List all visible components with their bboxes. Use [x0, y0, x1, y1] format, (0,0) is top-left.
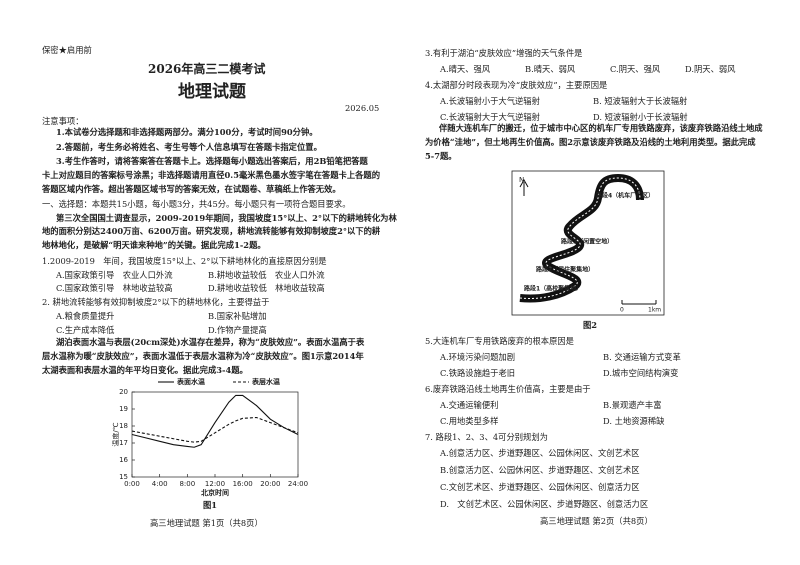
text: C.国家政策引导 林地收益较高 — [56, 283, 173, 293]
map-label: 路段2（居住聚集地） — [536, 266, 594, 274]
text: 卡上对应题目的答案标号涂黑；非选择题请用直径0.5毫米黑色墨水签字笔在答题卡上各… — [42, 170, 381, 180]
text: A.国家政策引导 农业人口外流 — [56, 270, 173, 280]
text: 伴随大连机车厂的搬迁，位于城市中心区的机车厂专用铁路废弃，该废弃铁路沿线土地成 — [439, 123, 763, 133]
text: 2. 耕地流转能够有效抑制坡度2°以下的耕地林化，主要得益于 — [42, 297, 270, 307]
text: C.用地类型多样 — [440, 416, 499, 426]
north-label: N — [519, 176, 524, 184]
text: D.城市空间结构演变 — [603, 368, 679, 378]
text: 地理试题 — [178, 82, 246, 102]
text: A.创意活力区、步道野趣区、公园休闲区、文创艺术区 — [440, 448, 640, 458]
y-tick-label: 15 — [119, 473, 128, 481]
y-tick-label: 17 — [119, 439, 128, 447]
text: 图1 — [203, 500, 218, 510]
text: 高三地理试题 第2页（共8页） — [540, 516, 653, 526]
text: 图2 — [583, 320, 598, 330]
text: 答题区域内作答。超出答题区域书写的答案无效，在试题卷、草稿纸上作答无效。 — [42, 184, 341, 194]
text: B.景观遗产丰富 — [603, 400, 662, 410]
text: 7. 路段1、2、3、4可分别规划为 — [425, 432, 548, 442]
text: D.作物产量提高 — [208, 325, 267, 335]
text: 地的面积分别达2400万亩、6200万亩。研究发现，耕地流转能够有效抑制坡度2°… — [42, 226, 381, 236]
text: 太湖表面和表层水温的年平均日变化。据此完成3-4题。 — [42, 365, 248, 375]
text: 一、选择题：本题共15小题，每小题3分，共45分。每小题只有一项符合题目要求。 — [42, 199, 351, 209]
text: 地林地化，是破解“明天谁来种地”的关键。据此完成1-2题。 — [42, 240, 266, 250]
text: B.国家补贴增加 — [208, 311, 267, 321]
text: 湖泊表面水温与表层(20cm深处)水温存在差异，称为“皮肤效应”。表面水温高于表 — [56, 337, 365, 347]
text: 1.2009-2019 年间，我国坡度15°以上、2°以下耕地林化的直接原因分别… — [42, 256, 327, 266]
map-label: 路段1（高校聚集地） — [524, 285, 582, 293]
text: 为价格“洼地”，但土地再生价值高。图2示意该废弃铁路及沿线的土地利用类型。据此完… — [425, 137, 756, 147]
map-label: 路段3（闲置空地） — [561, 238, 613, 246]
text: B.晴天、弱风 — [525, 64, 576, 74]
scale-bar — [621, 300, 657, 305]
text: 3.考生作答时，请将答案答在答题卡上。选择题每小题选出答案后，用2B铅笔把答题 — [56, 156, 368, 166]
text: 2026年高三二模考试 — [148, 62, 266, 76]
x-tick-label: 4:00 — [152, 480, 168, 488]
text: C.阴天、强风 — [610, 64, 661, 74]
text: 第三次全国国土调查显示，2009-2019年期间，我国坡度15°以上、2°以下的… — [56, 213, 397, 223]
text: C.长波辐射大于大气逆辐射 — [440, 112, 540, 122]
text: 3.有利于湖泊“皮肤效应”增强的天气条件是 — [425, 48, 583, 58]
x-axis-label: 北京时间 — [201, 488, 229, 497]
x-tick-label: 24:00 — [288, 480, 308, 488]
x-tick-label: 0:00 — [124, 480, 140, 488]
x-tick-label: 8:00 — [179, 480, 195, 488]
text: 2.答题前，考生务必将姓名、考生号等个人信息填写在答题卡指定位置。 — [56, 142, 322, 152]
text: 层水温称为暖“皮肤效应”，表面水温低于表层水温称为冷“皮肤效应”。图1示意201… — [42, 351, 364, 361]
legend-label: 表层水温 — [251, 377, 280, 386]
text: C.铁路设施趋于老旧 — [440, 368, 516, 378]
text: B.耕地收益较低 农业人口外流 — [208, 270, 325, 280]
y-tick-label: 18 — [119, 422, 128, 430]
x-tick-label: 16:00 — [233, 480, 253, 488]
x-tick-label: 12:00 — [205, 480, 225, 488]
text: 4.太湖部分时段表现为冷“皮肤效应”，主要原因是 — [425, 80, 608, 90]
text: 1.本试卷分选择题和非选择题两部分。满分100分，考试时间90分钟。 — [56, 127, 318, 137]
text: A.长波辐射小于大气逆辐射 — [440, 96, 540, 106]
text: A.交通运输便利 — [440, 400, 499, 410]
text: 高三地理试题 第1页（共8页） — [150, 518, 263, 528]
legend-label: 表面水温 — [176, 377, 205, 386]
railway-center — [519, 177, 641, 299]
scale-label: 0 — [620, 307, 624, 314]
map-label: 路段4（机车厂厂区） — [596, 192, 654, 200]
map-frame — [511, 170, 665, 316]
text: B. 交通运输方式变革 — [603, 352, 681, 362]
text: D.耕地收益较低 林地收益较高 — [208, 283, 325, 293]
text: D. 文创艺术区、公园休闲区、步道野趣区、创意活力区 — [440, 499, 649, 509]
text: D. 短波辐射小于长波辐射 — [593, 112, 688, 122]
plot-frame — [131, 391, 299, 478]
y-tick-label: 19 — [119, 405, 128, 413]
text: C.文创艺术区、步道野趣区、公园休闲区、创意活力区 — [440, 482, 640, 492]
text: 2026.05 — [345, 103, 380, 113]
scale-label: 1km — [648, 307, 661, 314]
x-tick-label: 20:00 — [260, 480, 280, 488]
series-line — [131, 416, 299, 443]
north-arrow — [519, 178, 529, 196]
text: 保密★启用前 — [42, 45, 92, 55]
y-tick-label: 20 — [119, 388, 128, 396]
y-axis-label: 温度/℃ — [111, 422, 120, 446]
text: 注意事项： — [42, 116, 84, 126]
text: C.生产成本降低 — [56, 325, 115, 335]
text: 5-7题。 — [425, 151, 457, 161]
text: A.晴天、强风 — [440, 64, 491, 74]
text: B.创意活力区、公园休闲区、步道野趣区、文创艺术区 — [440, 465, 640, 475]
text: D. 土地资源稀缺 — [603, 416, 665, 426]
text: B. 短波辐射大于长波辐射 — [593, 96, 688, 106]
text: 5.大连机车厂专用铁路废弃的根本原因是 — [425, 336, 574, 346]
text: 6.废弃铁路沿线土地再生价值高，主要是由于 — [425, 384, 591, 394]
text: A.粮食质量提升 — [56, 311, 115, 321]
text: A.环境污染问题加剧 — [440, 352, 516, 362]
series-line — [131, 394, 299, 448]
text: D.阴天、弱风 — [685, 64, 736, 74]
y-tick-label: 16 — [119, 456, 128, 464]
